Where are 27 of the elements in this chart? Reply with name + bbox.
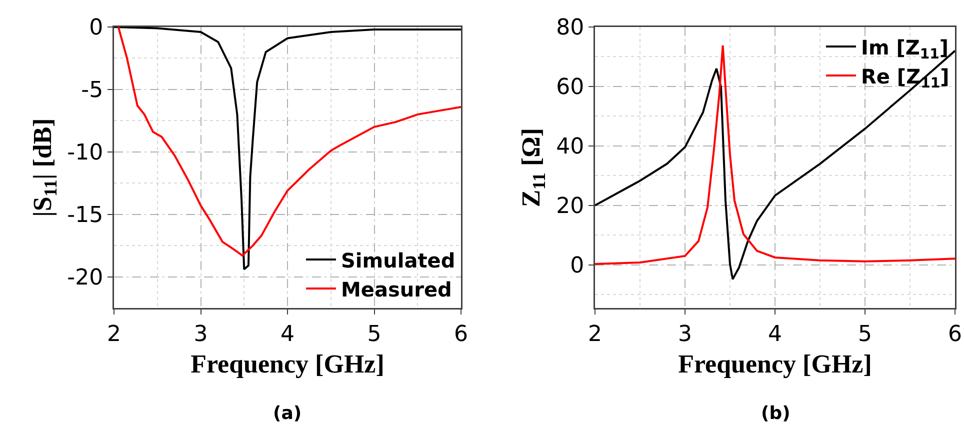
legend-label: Measured — [341, 277, 452, 302]
x-tick-label: 6 — [948, 322, 962, 347]
legend-label: Simulated — [341, 248, 456, 272]
x-tick-label: 3 — [194, 322, 208, 347]
y-tick-label: -5 — [81, 78, 104, 104]
x-tick-label: 4 — [768, 322, 782, 347]
x-tick-label: 2 — [588, 322, 602, 347]
y-tick-label: 0 — [570, 254, 584, 279]
x-axis-title: Frequency [GHz] — [678, 349, 872, 378]
y-tick-label: 80 — [556, 16, 584, 41]
x-tick-label: 5 — [858, 322, 872, 347]
y-tick-label: 0 — [89, 16, 104, 41]
x-tick-label: 3 — [678, 322, 692, 347]
x-axis-title: Frequency [GHz] — [190, 349, 384, 378]
text: (b) — [761, 403, 790, 424]
y-tick-label: 60 — [556, 75, 584, 100]
text: (a) — [273, 403, 302, 424]
y-tick-label: 20 — [556, 194, 584, 220]
y-tick-label: -10 — [67, 140, 104, 166]
x-tick-label: 2 — [107, 322, 121, 347]
legend-label: Im [Z$_{11}$] — [861, 35, 949, 62]
y-tick-label: 40 — [556, 134, 584, 160]
x-tick-label: 4 — [280, 322, 294, 347]
x-tick-label: 6 — [454, 322, 468, 347]
y-tick-label: -15 — [67, 203, 104, 228]
x-tick-label: 5 — [367, 322, 382, 347]
y-tick-label: -20 — [67, 265, 104, 290]
